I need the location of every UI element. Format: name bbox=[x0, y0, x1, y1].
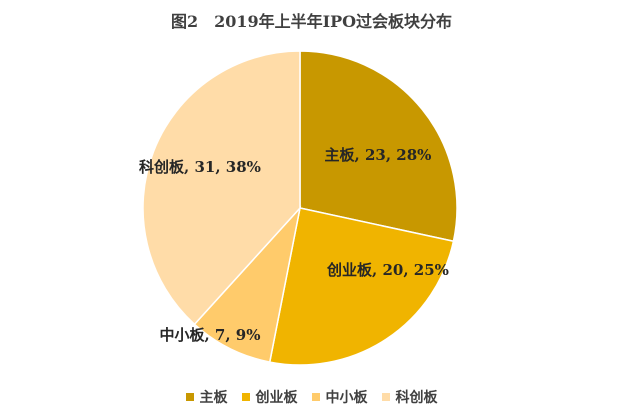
legend-label: 创业板 bbox=[255, 390, 298, 406]
data-label: 科创板, 31, 38% bbox=[139, 158, 261, 176]
legend-swatch bbox=[381, 393, 390, 401]
pie-slice-3 bbox=[142, 50, 301, 326]
pie-slice-1 bbox=[268, 207, 455, 366]
legend-swatch bbox=[311, 393, 320, 401]
legend-item: 科创板 bbox=[381, 387, 438, 407]
legend-item: 主板 bbox=[185, 387, 228, 407]
legend: 主板 创业板 中小板 科创板 bbox=[0, 387, 623, 407]
legend-item: 中小板 bbox=[311, 387, 368, 407]
legend-label: 主板 bbox=[199, 390, 228, 406]
legend-label: 中小板 bbox=[325, 390, 368, 406]
data-label: 主板, 23, 28% bbox=[325, 146, 432, 164]
data-label: 创业板, 20, 25% bbox=[326, 261, 449, 279]
legend-label: 科创板 bbox=[395, 390, 438, 406]
pie-slice-0 bbox=[299, 50, 458, 243]
legend-swatch bbox=[241, 393, 250, 401]
pie-slice-2 bbox=[193, 205, 302, 363]
chart-title: 图2 2019年上半年IPO过会板块分布 bbox=[170, 12, 453, 31]
legend-swatch bbox=[185, 393, 194, 401]
data-label: 中小板, 7, 9% bbox=[159, 326, 260, 344]
legend-item: 创业板 bbox=[241, 387, 298, 407]
